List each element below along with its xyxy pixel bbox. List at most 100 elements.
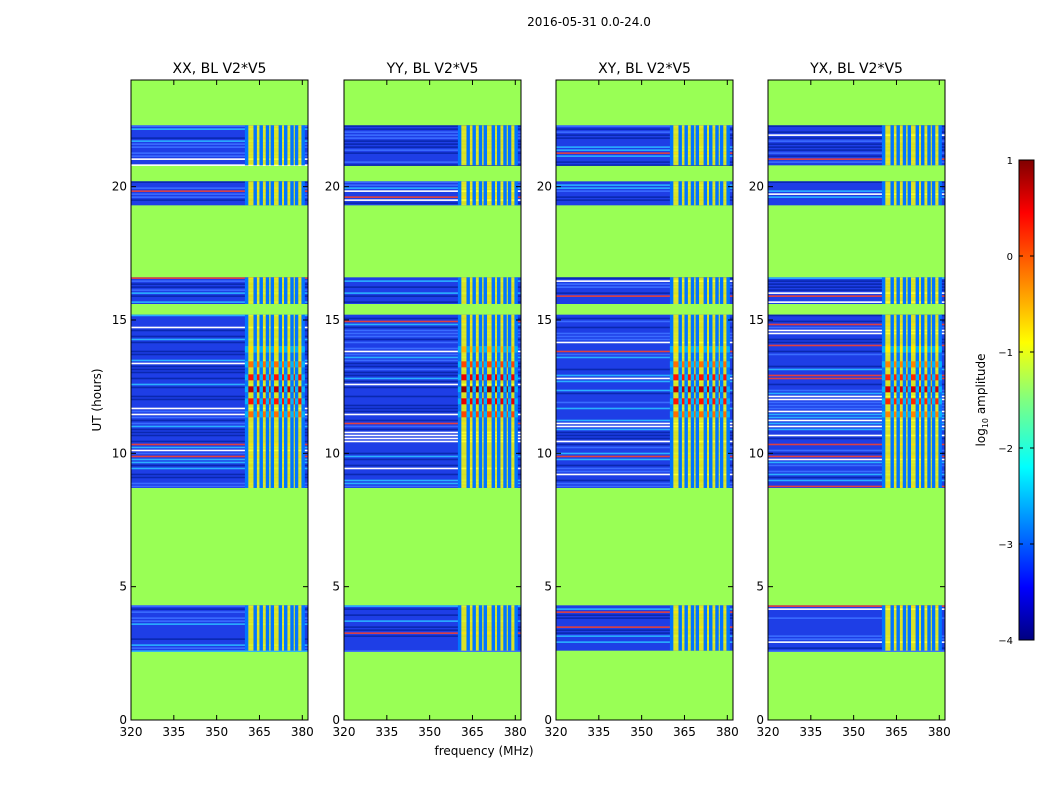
rfi-channel-gap (938, 277, 942, 304)
rfi-burst-gap (695, 361, 700, 368)
time-row (556, 446, 733, 449)
rfi-burst-gap (684, 386, 688, 393)
rfi-burst-gap (921, 374, 925, 381)
rfi-channel-gap (483, 605, 488, 651)
rfi-channel-gap (265, 277, 270, 304)
rfi-burst-gap (507, 411, 512, 418)
time-row (344, 374, 521, 377)
time-row (768, 353, 945, 356)
time-row (556, 407, 733, 410)
time-row (344, 467, 521, 470)
rfi-burst-gap (478, 374, 483, 381)
time-row (556, 187, 733, 189)
panel-title: YX, BL V2*V5 (809, 61, 903, 77)
rfi-burst-gap (907, 411, 912, 418)
time-row (556, 341, 733, 344)
time-row (768, 277, 945, 279)
time-row (344, 131, 521, 133)
time-row (768, 190, 945, 192)
time-row (556, 392, 733, 395)
rfi-burst-gap (278, 346, 283, 353)
rfi-burst-gap (278, 411, 283, 418)
time-row (556, 295, 733, 297)
rfi-burst-gap (497, 361, 501, 368)
time-row (131, 464, 308, 467)
time-row (131, 431, 308, 434)
time-row (556, 190, 733, 192)
rfi-burst-gap (921, 411, 925, 418)
rfi-channel-gap (719, 181, 724, 206)
rfi-channel-gap (921, 181, 925, 206)
time-row (556, 152, 733, 154)
rfi-channel-gap (896, 181, 900, 206)
rfi-burst-gap (244, 374, 249, 381)
rfi-channel-gap (259, 605, 263, 651)
rfi-burst-gap (491, 374, 496, 381)
time-row (344, 143, 521, 145)
time-row (556, 356, 733, 359)
rfi-burst-gap (491, 398, 496, 405)
rfi-burst-gap (881, 386, 886, 393)
rfi-channel-gap (719, 277, 724, 304)
rfi-channel-gap (715, 125, 719, 166)
time-row (556, 326, 733, 329)
rfi-channel-gap (497, 181, 501, 206)
time-row (344, 161, 521, 163)
rfi-burst-gap (478, 398, 483, 405)
rfi-burst-gap (703, 386, 708, 393)
time-row (131, 413, 308, 416)
time-row (768, 289, 945, 291)
rfi-burst-row (670, 386, 729, 393)
time-row (131, 467, 308, 470)
rfi-burst-row (245, 398, 304, 405)
rfi-burst-gap (703, 374, 708, 381)
time-row (131, 428, 308, 431)
time-row (768, 295, 945, 297)
rfi-channel-gap (457, 605, 462, 651)
rfi-channel-gap (491, 181, 496, 206)
rfi-burst-row (670, 398, 729, 405)
x-tick-label: 350 (418, 725, 441, 739)
rfi-burst-row (245, 361, 304, 368)
colorbar-label-sub: 10 (981, 418, 990, 428)
time-row (768, 398, 945, 401)
rfi-channel-gap (503, 125, 507, 166)
time-row (768, 383, 945, 386)
time-row (344, 295, 521, 297)
time-row (344, 440, 521, 443)
rfi-channel-gap (244, 181, 249, 206)
time-row (768, 452, 945, 455)
time-row (344, 292, 521, 294)
time-row (344, 482, 521, 485)
rfi-burst-row (458, 411, 517, 418)
time-row (344, 187, 521, 189)
time-row (768, 419, 945, 422)
rfi-burst-gap (927, 398, 931, 405)
rfi-burst-gap (709, 374, 713, 381)
rfi-burst-row (245, 346, 304, 353)
time-row (768, 131, 945, 133)
rfi-burst-gap (921, 361, 925, 368)
rfi-burst-gap (678, 374, 682, 381)
rfi-channel-gap (284, 125, 288, 166)
rfi-burst-gap (678, 398, 682, 405)
x-tick-label: 380 (291, 725, 314, 739)
rfi-channel-gap (931, 181, 936, 206)
rfi-burst-gap (466, 398, 470, 405)
time-row (556, 320, 733, 323)
time-row (556, 452, 733, 455)
rfi-burst-gap (678, 411, 682, 418)
rfi-channel-gap (503, 181, 507, 206)
rfi-burst-gap (259, 346, 263, 353)
rfi-burst-gap (896, 411, 900, 418)
time-row (131, 461, 308, 464)
time-row (131, 164, 308, 166)
time-row (131, 605, 308, 607)
time-row (344, 383, 521, 386)
time-row (344, 347, 521, 350)
time-row (556, 353, 733, 356)
rfi-burst-gap (684, 411, 688, 418)
rfi-channel-gap (907, 277, 912, 304)
time-row (768, 286, 945, 288)
